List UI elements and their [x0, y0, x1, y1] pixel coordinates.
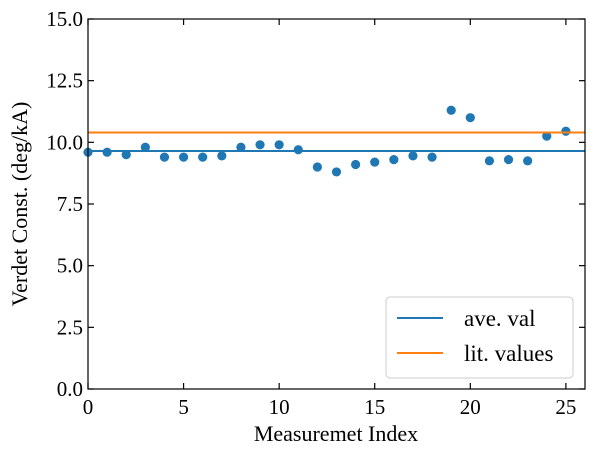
legend-layer: ave. val lit. values: [385, 296, 574, 379]
y-tick-label-1: 2.5: [57, 315, 83, 339]
scatter-point-20: [465, 113, 475, 123]
scatter-point-11: [293, 145, 303, 155]
legend-label-1: lit. values: [464, 341, 553, 366]
scatter-point-13: [331, 167, 342, 177]
scatter-point-22: [503, 155, 514, 165]
y-tick-label-6: 15.0: [46, 7, 83, 31]
x-tick-label-3: 15: [364, 395, 385, 419]
scatter-point-8: [236, 142, 246, 152]
x-tick-label-0: 0: [83, 395, 94, 419]
scatter-point-16: [389, 155, 399, 165]
scatter-point-4: [159, 152, 170, 162]
scatter-point-7: [217, 151, 227, 161]
x-axis-label: Measuremet Index: [254, 421, 418, 446]
scatter-point-25: [561, 126, 571, 136]
axes-layer: 0 5 10 15 20 25 0.0 2.5 5.0 7.5 10.0 12.5 15.0: [46, 7, 586, 419]
scatter-point-3: [140, 142, 150, 152]
y-tick-label-0: 0.0: [57, 377, 83, 401]
y-tick-label-4: 10.0: [46, 130, 83, 154]
scatter-point-2: [121, 150, 131, 160]
scatter-point-9: [255, 140, 265, 150]
scatter-point-19: [446, 105, 456, 115]
x-tick-label-1: 5: [178, 395, 189, 419]
scatter-point-5: [178, 152, 189, 162]
y-tick-label-3: 7.5: [57, 192, 83, 216]
scatter-point-17: [408, 151, 418, 161]
y-tick-label-5: 12.5: [46, 69, 83, 93]
y-tick-label-2: 5.0: [57, 254, 83, 278]
scatter-point-1: [102, 147, 112, 157]
x-tick-label-4: 20: [460, 395, 481, 419]
scatter-point-18: [427, 152, 437, 162]
scatter-point-15: [370, 157, 380, 167]
scatter-point-10: [274, 140, 284, 150]
x-tick-label-2: 10: [269, 395, 290, 419]
scatter-point-6: [198, 152, 208, 162]
y-axis-label: Verdet Const. (deg/kA): [7, 102, 32, 307]
scatter-point-24: [542, 131, 552, 141]
series-layer: [83, 105, 585, 177]
x-tick-label-5: 25: [555, 395, 576, 419]
scatter-point-23: [523, 156, 533, 166]
scatter-point-12: [312, 162, 322, 172]
scatter-point-21: [484, 156, 495, 166]
legend-label-0: ave. val: [464, 306, 536, 331]
scatter-point-14: [351, 159, 361, 170]
